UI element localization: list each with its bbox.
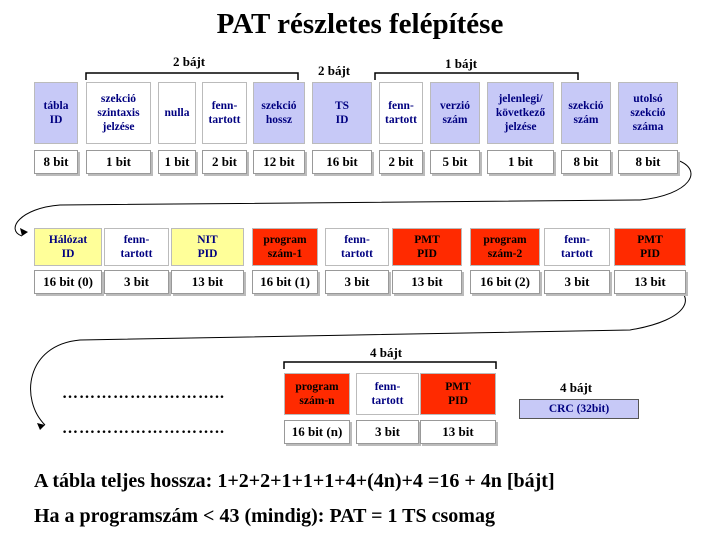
header-zero: nulla	[158, 82, 196, 144]
brace-row3	[283, 361, 497, 369]
value-section-length: 12 bit	[253, 150, 305, 174]
header-reserved-p2: fenn- tartott	[544, 228, 610, 266]
arrow-row2	[20, 228, 28, 236]
crc-size-label: 4 bájt	[560, 380, 593, 395]
arrow-row3	[37, 423, 45, 430]
header-table-id: tábla ID	[34, 82, 78, 144]
header-ts-id: TS ID	[312, 82, 372, 144]
value-section-syntax: 1 bit	[86, 150, 151, 174]
value-last-section: 8 bit	[618, 150, 678, 174]
value-table-id: 8 bit	[34, 150, 78, 174]
summary-line-2: Ha a programszám < 43 (mindig): PAT = 1 …	[34, 505, 495, 527]
ellipsis-dots-1: ………………………..	[62, 385, 225, 402]
brace-label-row1-b: 1 bájt	[445, 56, 478, 71]
value-section-number: 8 bit	[561, 150, 611, 174]
header-pmt-pid-n: PMT PID	[420, 373, 496, 415]
connector-row2-row3	[30, 281, 686, 426]
header-section-number: szekció szám	[561, 82, 611, 144]
value-nit-pid: 13 bit	[171, 270, 244, 294]
page-title: PAT részletes felépítése	[216, 8, 504, 40]
brace-label-row3: 4 bájt	[370, 345, 403, 360]
header-pmt-pid-1: PMT PID	[392, 228, 462, 266]
header-pmt-pid-2: PMT PID	[614, 228, 686, 266]
header-current-next: jelenlegi/ következő jelzése	[487, 82, 554, 144]
value-program-n: 16 bit (n)	[284, 420, 350, 444]
ellipsis-dots-2: ………………………..	[62, 420, 225, 437]
header-version-number: verzió szám	[430, 82, 480, 144]
value-pmt-pid-2: 13 bit	[614, 270, 686, 294]
header-reserved-1: fenn- tartott	[202, 82, 247, 144]
value-ts-id: 16 bit	[312, 150, 372, 174]
header-section-length: szekció hossz	[253, 82, 305, 144]
value-pmt-pid-1: 13 bit	[392, 270, 462, 294]
value-version-number: 5 bit	[430, 150, 480, 174]
header-reserved-p1: fenn- tartott	[325, 228, 389, 266]
summary-line-1: A tábla teljes hossza: 1+2+2+1+1+1+4+(4n…	[34, 470, 555, 492]
header-program-2: program szám-2	[470, 228, 540, 266]
header-reserved-pn: fenn- tartott	[356, 373, 419, 415]
header-program-1: program szám-1	[252, 228, 318, 266]
value-reserved-2: 2 bit	[379, 150, 423, 174]
value-reserved-nit: 3 bit	[104, 270, 169, 294]
value-pmt-pid-n: 13 bit	[420, 420, 496, 444]
header-nit-pid: NIT PID	[171, 228, 244, 266]
brace-label-row1-a: 2 bájt	[173, 54, 206, 69]
value-reserved-p1: 3 bit	[325, 270, 389, 294]
crc-field: CRC (32bit)	[519, 399, 639, 419]
value-current-next: 1 bit	[487, 150, 554, 174]
header-section-syntax: szekció szintaxis jelzése	[86, 82, 151, 144]
value-reserved-1: 2 bit	[202, 150, 247, 174]
brace-label-row1-mid: 2 bájt	[318, 63, 351, 78]
connector-row1-row2	[14, 159, 692, 237]
brace-row1-b	[374, 72, 579, 80]
value-network-id: 16 bit (0)	[34, 270, 102, 294]
value-program-1: 16 bit (1)	[252, 270, 318, 294]
value-program-2: 16 bit (2)	[470, 270, 540, 294]
value-reserved-pn: 3 bit	[356, 420, 419, 444]
header-network-id: Hálózat ID	[34, 228, 102, 266]
value-reserved-p2: 3 bit	[544, 270, 610, 294]
header-program-n: program szám-n	[284, 373, 350, 415]
header-reserved-nit: fenn- tartott	[104, 228, 169, 266]
brace-row1-a	[85, 72, 299, 80]
header-last-section: utolsó szekció száma	[618, 82, 678, 144]
value-zero: 1 bit	[158, 150, 196, 174]
header-reserved-2: fenn- tartott	[379, 82, 423, 144]
